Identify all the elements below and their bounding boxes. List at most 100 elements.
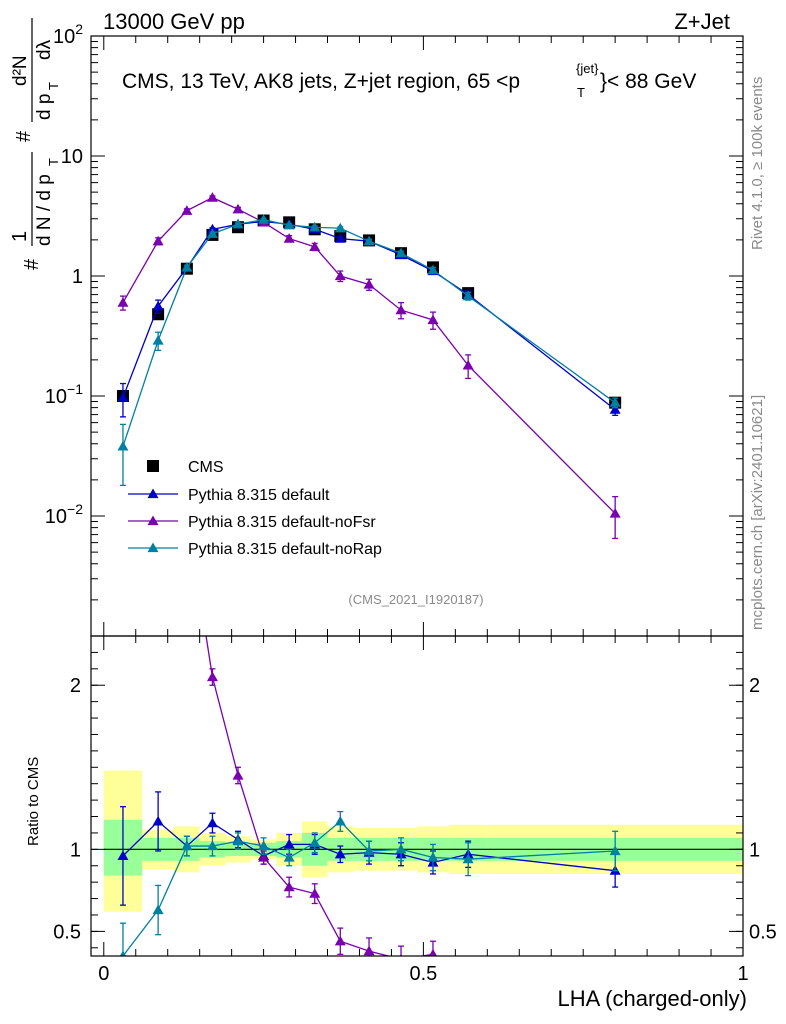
subtitle-end: }< 88 GeV [600, 70, 696, 93]
ratio-ytick-label: 2 [70, 675, 81, 697]
ratio-point-default [206, 817, 218, 828]
ratio-xtick-label: 0.5 [409, 963, 437, 985]
legend-item-cms: CMS [147, 459, 224, 476]
ytick-base: 10 [45, 506, 67, 528]
point-default [334, 233, 346, 243]
point-noFsr [181, 205, 193, 215]
point-noRap [309, 221, 321, 232]
point-noRap [283, 219, 295, 230]
main-ytick-label: 10−2 [45, 501, 83, 528]
ratio-ytick-label-right: 0.5 [749, 921, 777, 943]
point-noFsr [334, 270, 346, 281]
legend-marker-noRap [147, 542, 159, 553]
header-left: 13000 GeV pp [103, 9, 245, 34]
point-noRap [258, 214, 270, 224]
point-noFsr [462, 359, 474, 370]
point-noRap [609, 397, 621, 407]
ratio-line-noRap [122, 820, 616, 956]
ylabel-dlam: dλ [34, 39, 55, 60]
point-noRap [152, 335, 164, 345]
ratio-point-noFsr [399, 953, 403, 956]
point-noRap [206, 228, 218, 238]
mcplots-label: mcplots.cern.ch [arXiv:2401.10621] [749, 395, 766, 630]
point-noRap [232, 218, 244, 229]
ratio-line-default [122, 820, 616, 872]
point-default [152, 300, 164, 311]
ytick-exp: −2 [67, 501, 83, 517]
series-noFsr [117, 192, 621, 540]
ratio-point-noRap [232, 835, 244, 846]
main-ytick-label: 1 [72, 266, 83, 288]
ratio-point-noFsr [463, 967, 474, 977]
point-noRap [462, 290, 474, 301]
ratio-series-noFsr [205, 636, 474, 977]
ratio-point-default [117, 850, 129, 861]
legend-marker-cms [147, 460, 159, 472]
ylabel-dpt-sub: T [46, 82, 61, 90]
analysis-id: (CMS_2021_I1920187) [348, 592, 483, 607]
point-noRap [117, 440, 129, 451]
ytick-exp: 2 [75, 21, 83, 37]
ylabel-hash2: # [13, 130, 35, 142]
subtitle-sub: T [577, 85, 585, 100]
series-line-noRap [122, 218, 616, 447]
ratio-point-noRap [206, 840, 218, 851]
point-noRap [363, 235, 375, 246]
ratio-line-noFsr [205, 636, 438, 956]
ylabel-one: 1 [9, 231, 31, 242]
main-ytick-label: 10 [61, 146, 83, 168]
ratio-point-noRap [283, 852, 295, 862]
ratio-point-noFsr [283, 881, 295, 892]
point-noFsr [232, 203, 244, 214]
legend-marker-noFsr [147, 515, 159, 526]
legend-label-noRap: Pythia 8.315 default-noRap [188, 541, 382, 558]
ratio-point-noRap [119, 950, 127, 956]
ratio-panel: 0.5 0.51 12 20 0.5 1 [53, 636, 777, 985]
point-cms [152, 308, 165, 321]
series-noRap [117, 214, 621, 487]
ytick-base: 10 [45, 386, 67, 408]
ratio-point-default [334, 848, 346, 859]
point-noFsr [363, 278, 375, 289]
point-noRap [181, 261, 193, 272]
main-data [116, 192, 622, 540]
ytick-exp: −1 [67, 381, 83, 397]
legend-item-noFsr: Pythia 8.315 default-noFsr [128, 514, 376, 531]
ratio-point-default [152, 815, 164, 826]
ratio-point-default [283, 838, 295, 849]
ytick-base: 10 [53, 26, 75, 48]
ratio-xtick-label: 1 [737, 963, 748, 985]
ratio-point-noRap [334, 815, 346, 826]
main-ytick-label: 10−1 [45, 381, 83, 408]
point-noRap [395, 247, 407, 258]
ratio-data [117, 636, 621, 977]
point-noFsr [283, 233, 295, 243]
point-noRap [427, 264, 439, 275]
legend-label-cms: CMS [188, 459, 224, 476]
point-noRap [334, 222, 346, 233]
ratio-point-noRap [462, 853, 474, 864]
ratio-point-noFsr [206, 671, 218, 682]
ratio-axes: 0.5 0.51 12 20 0.5 1 [53, 636, 777, 985]
ylabel-dn: d N / d p [34, 174, 55, 246]
plot-subtitle: CMS, 13 TeV, AK8 jets, Z+jet region, 65 … [122, 61, 696, 100]
legend-item-default: Pythia 8.315 default [128, 487, 330, 504]
ratio-xtick-label: 0 [98, 963, 109, 985]
subtitle-main: CMS, 13 TeV, AK8 jets, Z+jet region, 65 … [122, 70, 520, 93]
ylabel-dn-sub: T [46, 158, 61, 166]
ratio-ylabel: Ratio to CMS [25, 757, 42, 846]
ylabel-dpt: d p [34, 94, 55, 120]
point-default [609, 404, 621, 414]
series-line-noFsr [122, 196, 616, 514]
legend-label-default: Pythia 8.315 default [188, 487, 330, 504]
ratio-point-noFsr [428, 948, 438, 956]
ratio-point-noRap [363, 845, 375, 856]
ratio-point-noRap [152, 904, 164, 915]
ratio-bands [103, 770, 743, 912]
ratio-point-noRap [309, 837, 321, 847]
ratio-point-noFsr [232, 769, 244, 780]
ratio-ytick-label: 0.5 [53, 921, 81, 943]
